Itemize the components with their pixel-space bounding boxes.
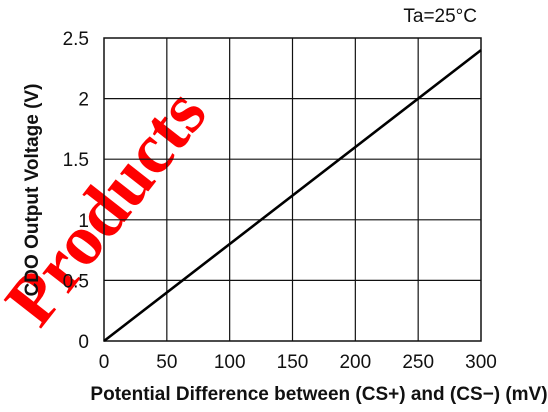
plot-frame: [103, 37, 482, 342]
x-tick-label: 300: [465, 352, 497, 373]
y-tick-label: 0: [78, 332, 89, 353]
series-line: [103, 49, 482, 343]
y-axis-label: CDO Output Voltage (V): [22, 84, 43, 297]
x-tick-label: 50: [156, 352, 177, 373]
x-tick-label: 200: [339, 352, 371, 373]
x-tick-label: 150: [277, 352, 309, 373]
y-tick-label: 0.5: [63, 271, 89, 292]
x-tick-label: 100: [214, 352, 246, 373]
series-layer: [103, 49, 482, 343]
y-tick-label: 1: [78, 211, 89, 232]
temperature-annotation: Ta=25°C: [403, 6, 477, 27]
y-tick-label: 2.5: [63, 29, 89, 50]
x-axis-label: Potential Difference between (CS+) and (…: [90, 384, 547, 405]
x-tick-label: 250: [402, 352, 434, 373]
chart-grid: [104, 38, 481, 341]
y-tick-label: 1.5: [63, 150, 89, 171]
y-tick-label: 2: [78, 90, 89, 111]
x-tick-label: 0: [99, 352, 110, 373]
y-tick-labels: 0 0.5 1 1.5 2 2.5: [63, 29, 89, 353]
x-tick-labels: 0 50 100 150 200 250 300: [99, 352, 497, 373]
